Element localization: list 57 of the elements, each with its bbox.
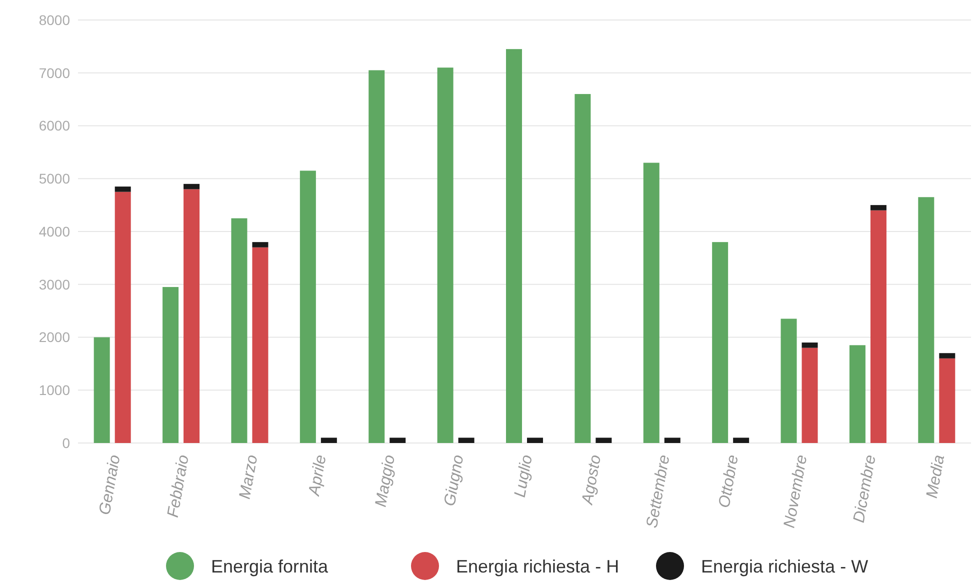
x-tick-label: Giugno (442, 454, 468, 508)
bar (870, 210, 886, 443)
bar (596, 438, 612, 443)
bar (162, 287, 179, 443)
bar (918, 197, 934, 443)
bar (643, 162, 660, 443)
bar (664, 438, 680, 443)
bar (849, 345, 866, 443)
y-tick-label: 5000 (38, 170, 70, 187)
bar (252, 247, 268, 443)
x-tick-label: Febbraio (164, 454, 193, 519)
y-tick-label: 8000 (38, 12, 70, 28)
bar (320, 438, 337, 443)
bar (733, 438, 750, 443)
bar (870, 205, 886, 210)
bar (390, 438, 406, 443)
bar (458, 438, 474, 443)
bar (939, 353, 956, 358)
bar (300, 170, 316, 443)
y-tick-label: 2000 (38, 329, 70, 346)
bar (252, 242, 268, 248)
y-tick-label: 6000 (38, 118, 70, 134)
y-tick-label: 0 (62, 434, 70, 451)
y-tick-label: 7000 (38, 64, 70, 81)
y-tick-label: 1000 (38, 382, 70, 398)
x-tick-label: Luglio (512, 454, 536, 499)
bar (437, 68, 454, 443)
bar (712, 242, 728, 443)
bar (114, 192, 131, 443)
legend-label: Energia fornita (211, 556, 330, 576)
bar (184, 184, 200, 190)
bar (780, 318, 797, 443)
x-tick-label: Marzo (236, 454, 262, 500)
x-tick-label: Maggio (372, 454, 399, 508)
x-tick-label: Media (924, 454, 948, 500)
x-tick-label: Gennaio (96, 454, 124, 516)
bar (574, 94, 591, 443)
y-tick-label: 4000 (38, 223, 70, 240)
x-tick-label: Settembre (644, 454, 674, 530)
x-tick-label: Agosto (579, 454, 605, 507)
bar (506, 49, 522, 443)
bar (802, 342, 818, 348)
x-tick-label: Ottobre (716, 454, 742, 510)
bar (184, 189, 200, 443)
x-tick-label: Novembre (781, 454, 811, 530)
y-tick-label: 3000 (38, 276, 70, 292)
x-tick-label: Dicembre (850, 454, 880, 524)
bar (802, 348, 818, 443)
legend-label: Energia richiesta - W (701, 556, 868, 576)
bar (231, 218, 248, 443)
bar (368, 70, 385, 443)
bar (939, 358, 956, 443)
x-tick-label: Aprile (306, 454, 330, 498)
bar (527, 438, 543, 443)
legend-label: Energia richiesta - H (456, 556, 620, 576)
bar (94, 337, 110, 443)
bar (114, 186, 131, 192)
